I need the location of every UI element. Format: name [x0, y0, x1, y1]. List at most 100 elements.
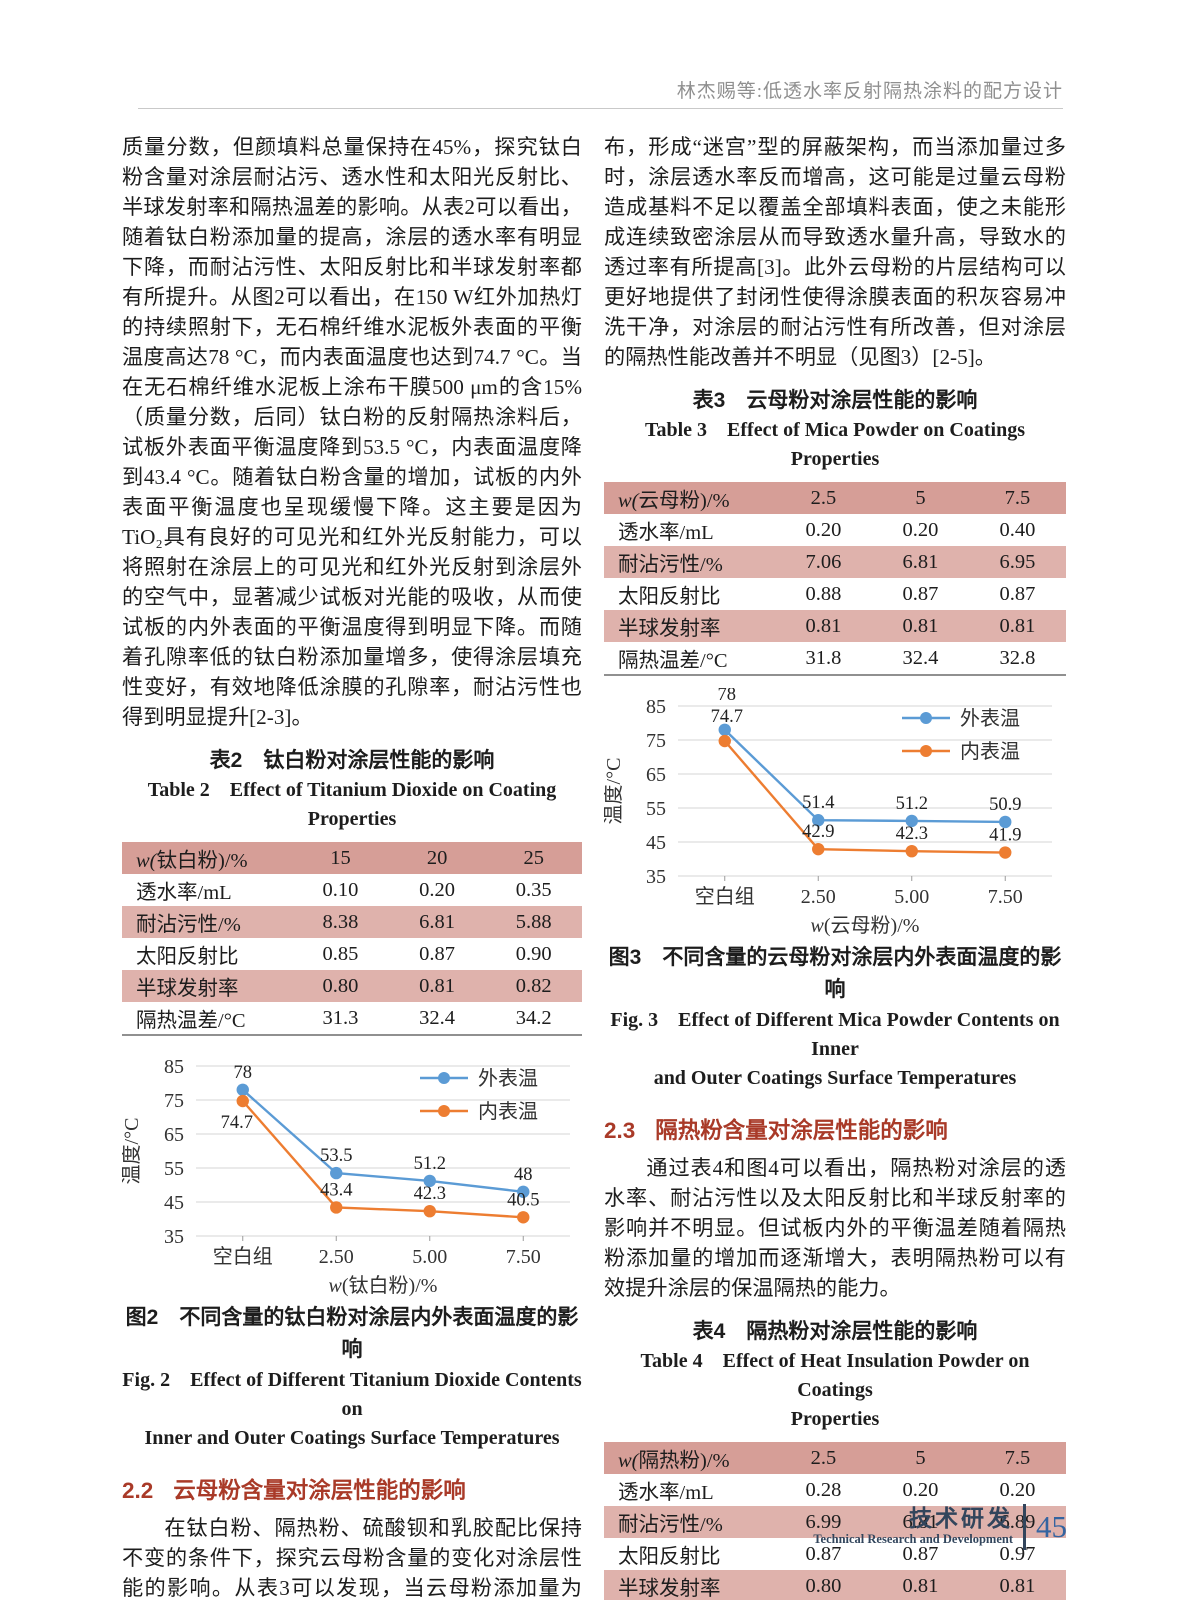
cell-value: 0.81	[902, 614, 939, 637]
cell-value: 0.20	[902, 518, 939, 541]
cell-value: 31.3	[322, 1006, 359, 1029]
footer-divider-bar	[1023, 1504, 1026, 1550]
line-chart-svg: 35 45 55 65 75 85 空白组 2.50 5.00 7.50 78 51.4 51.2 50.…	[604, 688, 1052, 937]
cell-value: 0.82	[515, 974, 552, 997]
table-2-title: 表2 钛白粉对涂层性能的影响 Table 2 Effect of Titaniu…	[122, 746, 582, 834]
paragraph: 布，形成“迷宫”型的屏蔽架构，而当添加量过多时，涂层透水率反而增高，这可能是过量…	[604, 135, 1066, 369]
table-row: w(云母粉)/% 2.5 5 7.5	[604, 482, 1066, 514]
cell-value: 0.20	[419, 878, 456, 901]
figure-3-caption-en-line2: and Outer Coatings Surface Temperatures	[653, 1067, 1017, 1089]
row-label: 太阳反射比	[618, 1546, 721, 1568]
row-label: 耐沾污性/%	[618, 1514, 723, 1536]
svg-text:45: 45	[164, 1192, 184, 1214]
figure-2-chart: 35 45 55 65 75 85 空白组 2.50 5.00 7.50 78 53.5 51.2 48 7…	[122, 1048, 582, 1300]
svg-text:7.50: 7.50	[988, 886, 1023, 908]
legend-item: 外表温	[902, 707, 1020, 730]
section-number: 2.2	[122, 1478, 154, 1503]
cell-value: 6.95	[999, 550, 1036, 573]
cell-value: 0.87	[419, 942, 456, 965]
cell-value: 8.38	[322, 910, 359, 933]
section-number: 2.3	[604, 1118, 636, 1143]
cell-value: 0.87	[902, 582, 939, 605]
cell-value: 0.10	[322, 878, 359, 901]
cell-value: 5.88	[515, 910, 552, 933]
cell-value: 0.35	[515, 878, 552, 901]
cell-value: 6.81	[419, 910, 456, 933]
data-point	[812, 842, 825, 856]
data-label: 48	[514, 1165, 533, 1185]
figure-3-caption-cn: 图3 不同含量的云母粉对涂层内外表面温度的影响	[608, 946, 1062, 1001]
table-row: 透水率/mL 0.10 0.20 0.35	[122, 874, 582, 906]
row-label: 耐沾污性/%	[618, 554, 723, 576]
table-row: 耐沾污性/% 7.06 6.81 6.95	[604, 546, 1066, 578]
right-column: 布，形成“迷宫”型的屏蔽架构，而当添加量过多时，涂层透水率反而增高，这可能是过量…	[604, 132, 1066, 1600]
cell-value: 0.20	[805, 518, 842, 541]
table-row: 耐沾污性/% 6.99 6.81 6.89	[604, 1506, 1066, 1538]
cell-value: 2.5	[810, 1446, 837, 1469]
figure-3-caption-en-line1: Fig. 3 Effect of Different Mica Powder C…	[610, 1009, 1060, 1060]
svg-text:85: 85	[164, 1056, 184, 1078]
svg-text:55: 55	[164, 1158, 184, 1180]
data-label: 43.4	[320, 1180, 352, 1200]
row-label: 透水率/mL	[136, 882, 232, 904]
data-point	[236, 1083, 249, 1096]
cell-value: 0.40	[999, 518, 1036, 541]
data-point	[517, 1211, 530, 1224]
table-row: 隔热温差/°C 31.3 32.4 34.2	[122, 1002, 582, 1035]
data-label: 74.7	[711, 707, 743, 727]
line-chart-svg: 35 45 55 65 75 85 空白组 2.50 5.00 7.50 78 53.5 51.2 48 7…	[122, 1056, 570, 1297]
data-label: 50.9	[989, 795, 1021, 815]
table-row: 太阳反射比 0.87 0.87 0.97	[604, 1538, 1066, 1570]
running-header: 林杰赐等:低透水率反射隔热涂料的配方设计	[676, 81, 1063, 102]
data-point	[999, 815, 1012, 829]
cell-value: 32.4	[902, 646, 939, 669]
x-axis-title: w(云母粉)/%	[811, 914, 920, 937]
data-point	[517, 1185, 530, 1198]
svg-text:2.50: 2.50	[801, 886, 836, 908]
svg-text:5.00: 5.00	[412, 1246, 447, 1268]
data-point	[905, 814, 918, 828]
row-label: 半球发射率	[136, 978, 239, 1000]
cell-value: 7.06	[805, 550, 842, 573]
data-point	[905, 844, 918, 858]
cell-value: 0.20	[999, 1478, 1036, 1501]
table-2-title-en: Table 2 Effect of Titanium Dioxide on Co…	[147, 779, 557, 830]
data-point	[423, 1174, 436, 1188]
table-row: w(隔热粉)/% 2.5 5 7.5	[604, 1442, 1066, 1474]
footer-section-cn: 技术研发	[909, 1505, 1013, 1531]
table-3-title-en: Table 3 Effect of Mica Powder on Coating…	[645, 419, 1025, 470]
row-label: w(云母粉)/%	[618, 490, 730, 512]
svg-text:内表温: 内表温	[478, 1100, 538, 1123]
table-row: 半球发射率 0.81 0.81 0.81	[604, 610, 1066, 642]
svg-text:外表温: 外表温	[478, 1067, 538, 1090]
cell-value: 0.87	[902, 1542, 939, 1565]
table-row: 半球发射率 0.80 0.81 0.81	[604, 1570, 1066, 1600]
row-label: 太阳反射比	[618, 586, 721, 608]
figure-2-caption: 图2 不同含量的钛白粉对涂层内外表面温度的影响 Fig. 2 Effect of…	[122, 1302, 582, 1453]
cell-value: 32.8	[999, 646, 1036, 669]
cell-value: 31.8	[805, 646, 842, 669]
cell-value: 0.97	[999, 1542, 1036, 1565]
svg-text:空白组: 空白组	[695, 885, 755, 908]
table-row: 太阳反射比 0.85 0.87 0.90	[122, 938, 582, 970]
cell-value: 0.28	[805, 1478, 842, 1501]
cell-value: 0.80	[805, 1574, 842, 1597]
row-label: 透水率/mL	[618, 1482, 714, 1504]
row-label: w(隔热粉)/%	[618, 1450, 730, 1472]
cell-value: 0.81	[999, 614, 1036, 637]
section-title: 隔热粉含量对涂层性能的影响	[655, 1118, 948, 1143]
data-point	[812, 814, 825, 827]
data-label: 53.5	[320, 1146, 352, 1166]
data-point	[718, 734, 731, 748]
cell-value: 5	[915, 1446, 926, 1469]
table-row: 透水率/mL 0.28 0.20 0.20	[604, 1474, 1066, 1506]
svg-text:45: 45	[646, 832, 666, 854]
series-line-内表温	[241, 1100, 524, 1219]
legend-item: 内表温	[902, 740, 1020, 763]
table-4-title-cn: 表4 隔热粉对涂层性能的影响	[692, 1320, 978, 1343]
cell-value: 6.81	[902, 1510, 939, 1533]
cell-value: 0.80	[322, 974, 359, 997]
cell-value: 0.81	[805, 614, 842, 637]
row-label: 透水率/mL	[618, 522, 714, 544]
figure-2-caption-cn: 图2 不同含量的钛白粉对涂层内外表面温度的影响	[125, 1306, 579, 1361]
